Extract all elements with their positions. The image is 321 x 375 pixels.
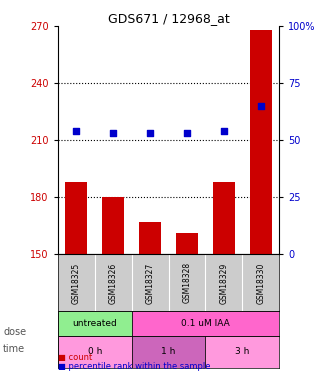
Point xyxy=(221,128,226,134)
Text: ■ percentile rank within the sample: ■ percentile rank within the sample xyxy=(58,362,210,371)
Text: untreated: untreated xyxy=(72,319,117,328)
Bar xyxy=(176,233,198,254)
Text: 0 h: 0 h xyxy=(88,347,102,356)
Bar xyxy=(250,30,272,254)
Text: GSM18328: GSM18328 xyxy=(182,262,192,303)
Point xyxy=(110,130,116,136)
Point xyxy=(258,103,263,109)
Text: 1 h: 1 h xyxy=(161,347,176,356)
Text: time: time xyxy=(3,345,25,354)
Bar xyxy=(102,197,124,254)
Title: GDS671 / 12968_at: GDS671 / 12968_at xyxy=(108,12,230,25)
Text: GSM18327: GSM18327 xyxy=(145,262,155,303)
Bar xyxy=(139,222,161,254)
Bar xyxy=(132,310,279,336)
Bar xyxy=(205,336,279,368)
Text: 0.1 uM IAA: 0.1 uM IAA xyxy=(181,319,230,328)
Bar xyxy=(58,310,132,336)
Point xyxy=(184,130,189,136)
Bar xyxy=(65,182,87,254)
Text: dose: dose xyxy=(3,327,26,337)
Text: GSM18330: GSM18330 xyxy=(256,262,265,304)
Text: GSM18325: GSM18325 xyxy=(72,262,81,303)
Text: GSM18329: GSM18329 xyxy=(219,262,229,303)
Bar xyxy=(58,336,132,368)
Bar xyxy=(132,336,205,368)
Text: 3 h: 3 h xyxy=(235,347,249,356)
Text: GSM18326: GSM18326 xyxy=(108,262,118,303)
Text: ■ count: ■ count xyxy=(58,353,92,362)
Point xyxy=(147,130,153,136)
Point xyxy=(74,128,79,134)
Bar xyxy=(213,182,235,254)
